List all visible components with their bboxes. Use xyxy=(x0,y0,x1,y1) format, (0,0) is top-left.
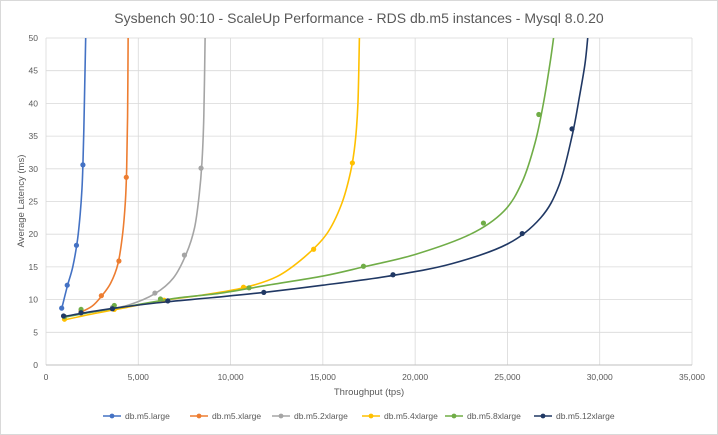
data-point-db-m5-12xlarge xyxy=(78,310,84,316)
y-tick-label: 25 xyxy=(29,197,39,207)
legend-marker xyxy=(109,413,115,419)
data-point-db-m5-4xlarge xyxy=(311,246,317,252)
data-point-db-m5-12xlarge xyxy=(519,230,525,237)
data-point-db-m5-xlarge xyxy=(116,258,122,264)
legend-label: db.m5.large xyxy=(125,411,170,421)
data-point-db-m5-12xlarge xyxy=(390,272,396,278)
data-point-db-m5-xlarge xyxy=(98,293,104,299)
data-point-db-m5-8xlarge xyxy=(536,111,542,118)
trend-line-db-m5-4xlarge xyxy=(64,38,361,321)
legend-item-db-m5-2xlarge: db.m5.2xlarge xyxy=(272,411,348,421)
x-tick-label: 0 xyxy=(44,372,49,382)
series-db-m5-large xyxy=(59,38,87,311)
legend-item-db-m5-4xlarge: db.m5.4xlarge xyxy=(362,411,438,421)
data-point-db-m5-4xlarge xyxy=(349,160,355,166)
gridlines xyxy=(45,37,693,366)
y-tick-label: 40 xyxy=(29,98,39,108)
legend-marker xyxy=(196,413,202,419)
y-tick-label: 15 xyxy=(29,262,39,272)
y-tick-label: 10 xyxy=(29,295,39,305)
data-point-db-m5-12xlarge xyxy=(165,298,171,304)
y-axis-label: Average Latency (ms) xyxy=(16,155,27,248)
data-point-db-m5-large xyxy=(59,305,65,311)
data-point-db-m5-8xlarge xyxy=(480,220,487,226)
y-tick-label: 0 xyxy=(33,360,38,370)
data-point-db-m5-large xyxy=(80,162,86,168)
legend-label: db.m5.8xlarge xyxy=(467,411,521,421)
legend-label: db.m5.2xlarge xyxy=(294,411,348,421)
y-axis-tick-labels: 0 5 10 15 20 25 30 35 40 45 50 xyxy=(29,33,39,370)
data-point-db-m5-12xlarge xyxy=(569,126,575,132)
legend-item-db-m5-8xlarge: db.m5.8xlarge xyxy=(445,411,521,421)
legend-item-db-m5-12xlarge: db.m5.12xlarge xyxy=(534,411,615,421)
x-tick-label: 25,000 xyxy=(494,372,520,382)
trend-line-db-m5-xlarge xyxy=(80,38,129,313)
trend-line-db-m5-large xyxy=(60,38,87,309)
legend-label: db.m5.xlarge xyxy=(212,411,261,421)
y-tick-label: 35 xyxy=(29,131,39,141)
legend-marker xyxy=(451,413,457,419)
x-tick-label: 35,000 xyxy=(679,372,705,382)
trend-line-db-m5-12xlarge xyxy=(63,38,589,318)
x-tick-label: 5,000 xyxy=(128,372,150,382)
legend-label: db.m5.12xlarge xyxy=(556,411,615,421)
y-tick-label: 20 xyxy=(29,229,39,239)
x-tick-label: 20,000 xyxy=(402,372,428,382)
data-series xyxy=(59,38,589,322)
data-point-db-m5-2xlarge xyxy=(198,165,204,171)
series-db-m5-2xlarge xyxy=(78,38,206,316)
data-point-db-m5-12xlarge xyxy=(60,313,67,319)
x-tick-label: 10,000 xyxy=(218,372,244,382)
data-point-db-m5-12xlarge xyxy=(109,306,116,312)
x-axis-tick-labels: 0 5,000 10,000 15,000 20,000 25,000 30,000 35,0… xyxy=(44,372,706,382)
y-tick-label: 5 xyxy=(33,327,38,337)
data-point-db-m5-8xlarge xyxy=(360,263,367,269)
data-point-db-m5-2xlarge xyxy=(152,290,158,296)
legend-item-db-m5-xlarge: db.m5.xlarge xyxy=(190,411,261,421)
series-db-m5-xlarge xyxy=(78,38,129,314)
series-db-m5-12xlarge xyxy=(60,38,589,319)
x-tick-label: 15,000 xyxy=(310,372,336,382)
x-tick-label: 30,000 xyxy=(587,372,613,382)
x-axis-label: Throughput (tps) xyxy=(334,387,404,398)
data-point-db-m5-large xyxy=(64,282,70,288)
y-tick-label: 45 xyxy=(29,66,39,76)
data-point-db-m5-2xlarge xyxy=(181,252,188,258)
data-point-db-m5-xlarge xyxy=(123,174,129,180)
legend-marker xyxy=(540,413,546,419)
legend-marker xyxy=(368,413,374,419)
series-db-m5-4xlarge xyxy=(61,38,361,322)
trend-line-db-m5-2xlarge xyxy=(80,38,206,315)
trend-line-db-m5-8xlarge xyxy=(64,38,555,319)
data-point-db-m5-8xlarge xyxy=(157,296,164,302)
series-db-m5-8xlarge xyxy=(61,38,555,320)
legend-marker xyxy=(278,413,284,419)
data-point-db-m5-8xlarge xyxy=(246,285,252,291)
chart-title: Sysbench 90:10 - ScaleUp Performance - R… xyxy=(114,10,604,26)
y-tick-label: 30 xyxy=(29,164,39,174)
y-tick-label: 50 xyxy=(29,33,39,43)
legend-label: db.m5.4xlarge xyxy=(384,411,438,421)
data-point-db-m5-large xyxy=(73,242,80,248)
data-point-db-m5-12xlarge xyxy=(261,289,267,296)
legend: db.m5.large db.m5.xlarge db.m5.2xlarge db.m… xyxy=(103,411,615,421)
legend-item-db-m5-large: db.m5.large xyxy=(103,411,170,421)
